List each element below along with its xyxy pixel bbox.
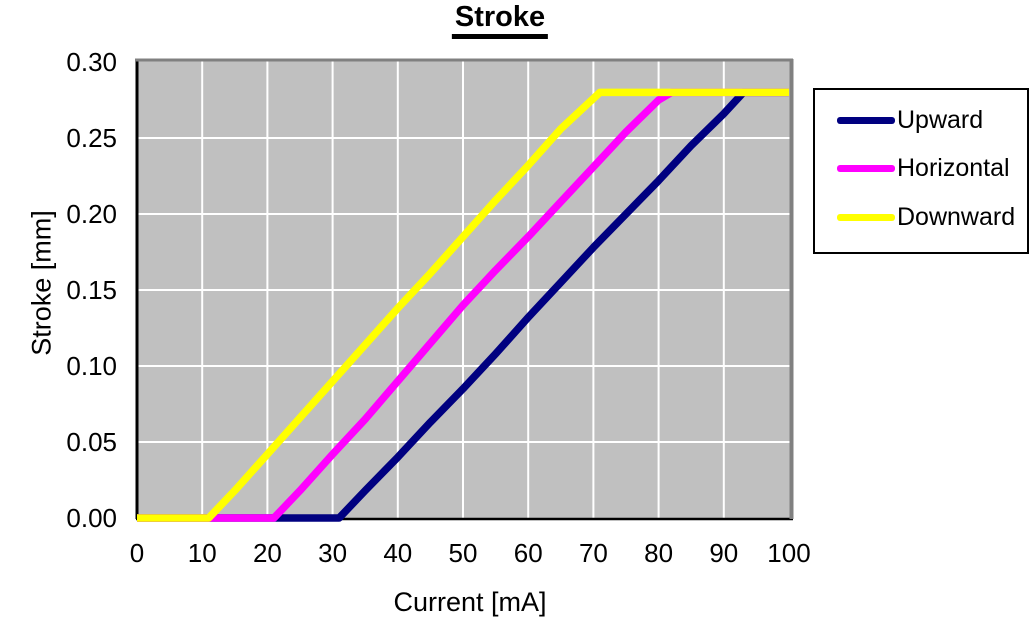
legend-item-horizontal: Horizontal — [837, 154, 1027, 183]
x-tick-label: 10 — [188, 538, 217, 568]
x-tick-label: 80 — [644, 538, 673, 568]
x-tick-label: 30 — [318, 538, 347, 568]
chart-title: Stroke — [451, 2, 549, 40]
y-axis-title: Stroke [mm] — [26, 210, 57, 356]
legend-label-horizontal: Horizontal — [897, 154, 1010, 183]
legend-item-upward: Upward — [837, 106, 1027, 135]
series-line-upward — [137, 88, 789, 522]
x-tick-label: 60 — [514, 538, 543, 568]
series-line-downward — [137, 88, 789, 522]
legend-label-downward: Downward — [897, 203, 1016, 232]
y-tick-label: 0.10 — [66, 351, 117, 381]
y-tick-label: 0.05 — [66, 427, 117, 457]
y-tick-label: 0.20 — [66, 199, 117, 229]
y-tick-label: 0.30 — [66, 47, 117, 77]
x-tick-label: 40 — [383, 538, 412, 568]
x-axis-title: Current [mA] — [393, 587, 547, 617]
y-tick-label: 0.25 — [66, 123, 117, 153]
series-line-horizontal — [137, 88, 789, 522]
legend-swatch-upward — [837, 116, 895, 124]
legend-swatch-downward — [837, 214, 895, 222]
legend-label-upward: Upward — [897, 105, 984, 134]
x-tick-label: 90 — [709, 538, 738, 568]
legend-swatch-horizontal — [837, 165, 895, 173]
x-tick-label: 50 — [449, 538, 478, 568]
x-tick-label: 0 — [130, 538, 144, 568]
legend: Upward Horizontal Downward — [813, 88, 1029, 254]
legend-item-downward: Downward — [837, 203, 1027, 232]
y-tick-label: 0.00 — [66, 503, 117, 533]
x-tick-label: 20 — [253, 538, 282, 568]
x-tick-label: 100 — [767, 538, 810, 568]
y-tick-label: 0.15 — [66, 275, 117, 305]
x-tick-label: 70 — [579, 538, 608, 568]
